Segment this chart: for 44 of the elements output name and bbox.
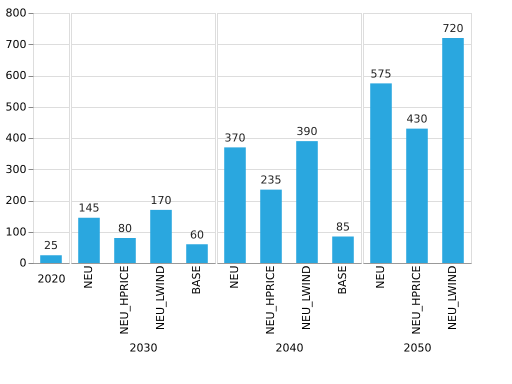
data-label: 720 [442,22,464,35]
bar [296,141,318,263]
x-tick-label: NEU_HPRICE [264,265,277,335]
y-tick-label: 300 [6,162,26,176]
x-axis-title: 2030 [130,342,158,355]
y-tick-label: 400 [6,132,26,144]
x-tick-label: NEU_HPRICE [118,265,131,335]
x-tick-label: BASE [190,265,203,295]
data-label: 80 [118,222,132,235]
x-tick-label: NEU [82,266,95,289]
y-tick-label: 800 [6,6,26,20]
x-tick-label: NEU [228,266,241,289]
data-label: 390 [296,125,318,138]
data-label: 25 [44,239,58,252]
data-label: 170 [150,194,172,207]
x-tick-label: NEU_LWIND [154,266,167,330]
y-tick-label: 700 [6,38,26,51]
bar [260,190,282,263]
data-label: 145 [78,202,100,215]
y-tick-label: 0 [20,256,26,270]
data-label: 235 [260,174,282,187]
data-label: 430 [406,112,428,126]
x-axis-title: 2020 [38,272,66,286]
x-axis-title: 2040 [276,342,304,355]
data-label: 370 [224,131,246,144]
x-tick-label: NEU_LWIND [300,266,313,330]
bar [332,236,354,263]
data-label: 575 [370,67,392,80]
bar [186,244,208,263]
bar [224,147,246,263]
x-tick-label: NEU_LWIND [446,266,459,330]
bar [114,238,136,263]
x-axis-title: 2050 [404,342,432,355]
y-tick-label: 600 [6,69,26,82]
x-tick-label: BASE [336,265,349,295]
y-tick-label: 200 [6,194,26,207]
x-tick-label: NEU [374,266,387,289]
x-tick-label: NEU_HPRICE [410,265,423,335]
y-tick-label: 500 [6,100,26,114]
data-label: 85 [336,220,350,234]
data-label: 60 [190,228,204,242]
bar [78,218,100,263]
bar [150,210,172,263]
y-tick-label: 100 [6,225,26,238]
